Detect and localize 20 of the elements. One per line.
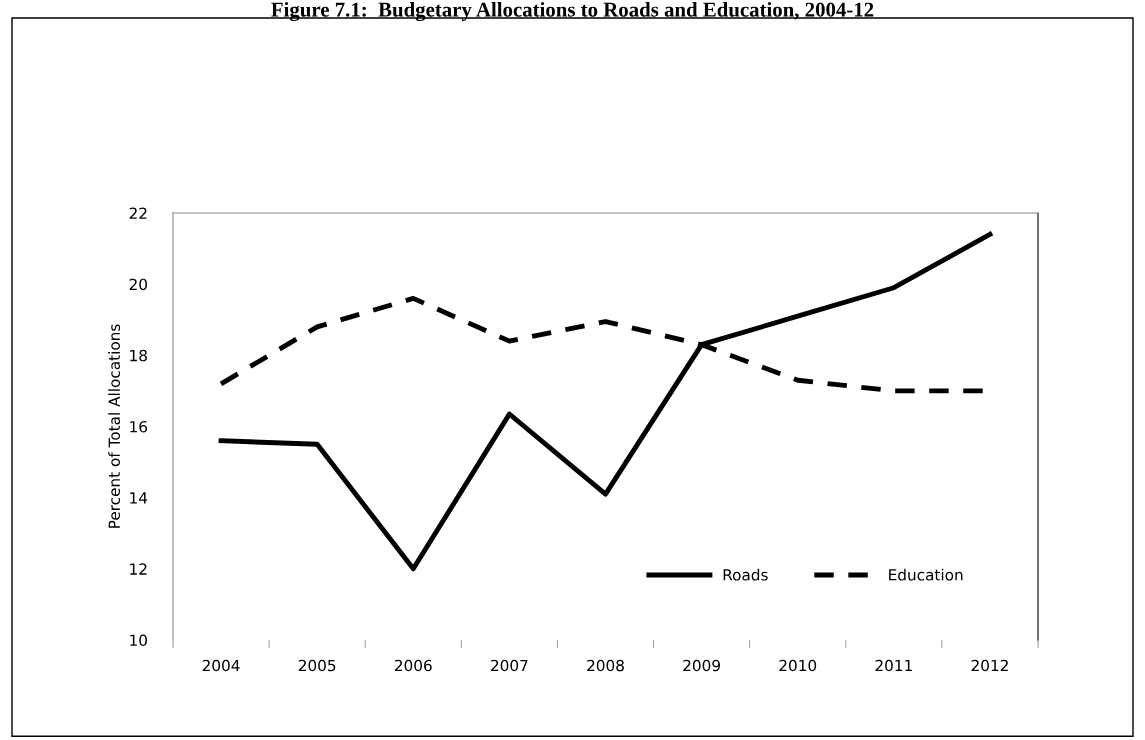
x-tick-label: 2004 (202, 659, 240, 672)
y-tick-label: 14 (130, 492, 148, 504)
y-axis-title: Percent of Total Allocations (108, 324, 121, 528)
y-tick-label: 22 (129, 207, 147, 219)
y-tick-label: 16 (130, 420, 148, 433)
legend-label: Education (889, 568, 963, 581)
chart-title: Figure 7.1: Budgetary Allocations to Roads and Education, 2004-12 (271, 2, 874, 22)
y-tick-label: 20 (129, 278, 147, 291)
x-tick-label: 2006 (394, 659, 432, 672)
x-tick-label: 2011 (875, 659, 912, 672)
y-tick-label: 18 (130, 349, 147, 362)
x-tick-label: 2005 (298, 659, 336, 672)
legend-label: Roads (723, 568, 768, 581)
y-tick-label: 12 (130, 563, 147, 575)
x-tick-label: 2012 (971, 659, 1008, 672)
x-tick-label: 2008 (587, 659, 624, 672)
x-tick-label: 2009 (683, 659, 720, 672)
y-tick-label: 10 (130, 634, 147, 647)
x-tick-label: 2010 (779, 659, 817, 672)
x-tick-label: 2007 (491, 659, 528, 672)
